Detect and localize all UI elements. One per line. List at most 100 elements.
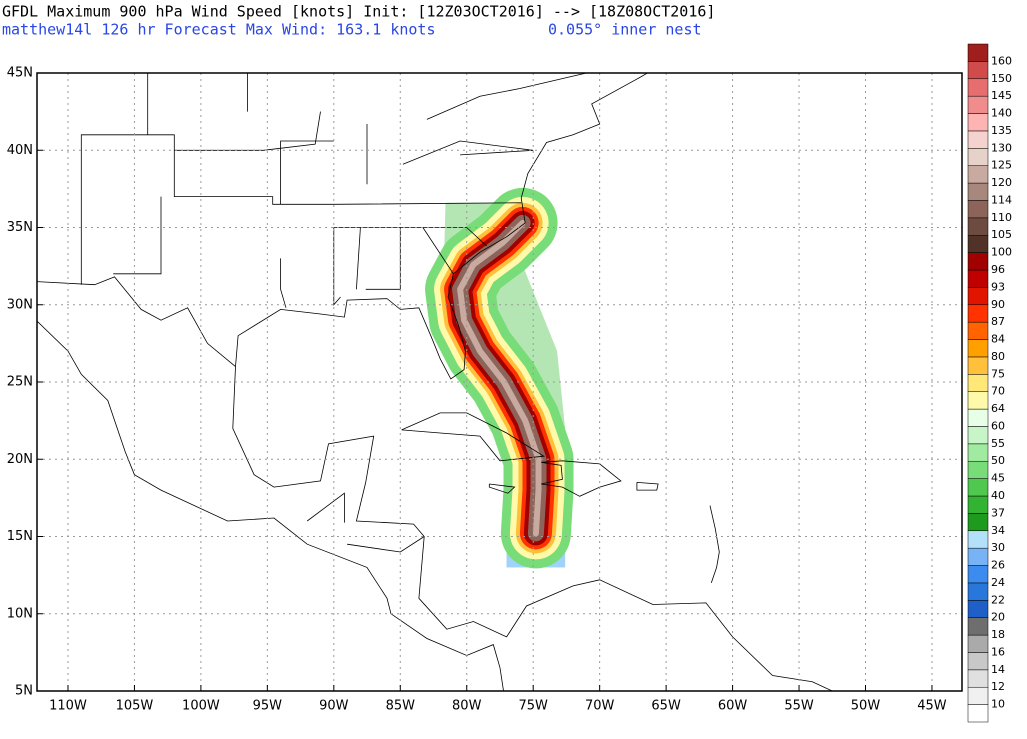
coastline [232,366,834,691]
coastline [356,227,361,290]
coastline [235,73,649,380]
x-tick-label: 110W [49,699,87,714]
colorbar-label: 160 [991,54,1012,67]
colorbar-cell [967,374,989,392]
colorbar-cell [967,495,989,514]
colorbar-label: 105 [991,228,1012,241]
coastline [113,196,162,275]
y-tick-label: 40N [7,143,33,158]
colorbar-label: 70 [991,385,1005,398]
colorbar: 10 12 14 16 18 20 22 24 26 30 34 37 40 45 50 55 60 64 70 75… [967,43,1012,723]
coastline [306,492,345,523]
x-tick-label: 105W [116,699,154,714]
colorbar-label: 150 [991,72,1012,85]
colorbar-label: 37 [991,506,1005,519]
colorbar-cell [967,61,989,80]
colorbar-cell [967,478,989,497]
colorbar-label: 55 [991,437,1005,450]
colorbar-cell [967,356,989,375]
colorbar-cell [967,530,989,549]
colorbar-cell [967,130,989,149]
colorbar-label: 12 [991,680,1005,693]
coastline [422,227,454,275]
colorbar-cell [967,617,989,636]
colorbar-label: 24 [991,576,1005,589]
y-tick-label: 45N [7,66,33,81]
colorbar-cell [967,287,989,306]
coastline [280,258,287,308]
coastline [174,111,321,151]
y-tick-label: 5N [15,684,33,699]
x-tick-label: 70W [585,699,615,714]
colorbar-cell [967,182,989,201]
x-tick-label: 75W [518,699,548,714]
colorbar-label: 45 [991,472,1005,485]
x-tick-label: 60W [718,699,748,714]
colorbar-cell [967,165,989,184]
colorbar-cell [967,234,989,253]
colorbar-label: 18 [991,628,1005,641]
colorbar-cell [967,634,989,653]
y-tick-label: 30N [7,297,33,312]
colorbar-label: 10 [991,698,1005,711]
x-tick-label: 65W [651,699,681,714]
colorbar-label: 14 [991,663,1005,676]
colorbar-cell [967,547,989,566]
colorbar-label: 84 [991,333,1005,346]
title: GFDL Maximum 900 hPa Wind Speed [knots] … [2,3,715,21]
colorbar-cell [967,600,989,618]
colorbar-cell [967,669,989,688]
colorbar-label: 30 [991,541,1005,554]
colorbar-label: 135 [991,124,1012,137]
y-tick-label: 25N [7,375,33,390]
coastline [333,227,487,247]
coastline [401,412,545,462]
coastline [488,483,516,494]
colorbar-cell [967,200,989,219]
colorbar-label: 64 [991,402,1005,415]
map: 110W 105W 100W 95W 90W 85W 80W 75W 70W 65W 60W 55W 5… [7,66,963,714]
colorbar-cell [967,113,989,132]
x-tick-label: 50W [851,699,881,714]
colorbar-label: 114 [991,193,1012,206]
colorbar-label: 125 [991,159,1012,172]
coastline [541,460,622,497]
map-content [37,73,962,691]
colorbar-label: 80 [991,350,1005,363]
colorbar-cell [967,686,989,705]
x-tick-label: 85W [386,699,416,714]
colorbar-label: 60 [991,419,1005,432]
colorbar-label: 34 [991,524,1005,537]
colorbar-label: 120 [991,176,1012,189]
x-tick-label: 55W [784,699,814,714]
x-tick-label: 80W [452,699,482,714]
colorbar-cell [967,217,989,236]
coastline [426,73,587,120]
colorbar-label: 90 [991,298,1005,311]
colorbar-cell [967,443,989,462]
colorbar-label: 40 [991,489,1005,502]
colorbar-label: 16 [991,645,1005,658]
colorbar-cell [967,391,989,410]
colorbar-label: 87 [991,315,1005,328]
colorbar-cell [967,426,989,445]
y-tick-label: 20N [7,452,33,467]
colorbar-label: 20 [991,611,1005,624]
colorbar-cell [967,43,989,62]
swath [457,219,542,537]
coastline [636,482,659,491]
colorbar-label: 50 [991,454,1005,467]
coastline [709,505,720,584]
colorbar-label: 75 [991,367,1005,380]
y-tick-label: 35N [7,220,33,235]
colorbar-label: 93 [991,280,1005,293]
nest-label: 0.055° inner nest [548,21,702,39]
colorbar-cell [967,269,989,288]
colorbar-cell [967,95,989,114]
coastline [347,536,425,553]
colorbar-cell [967,582,989,601]
colorbar-label: 140 [991,107,1012,120]
colorbar-cell [967,252,989,271]
colorbar-label: 26 [991,559,1005,572]
